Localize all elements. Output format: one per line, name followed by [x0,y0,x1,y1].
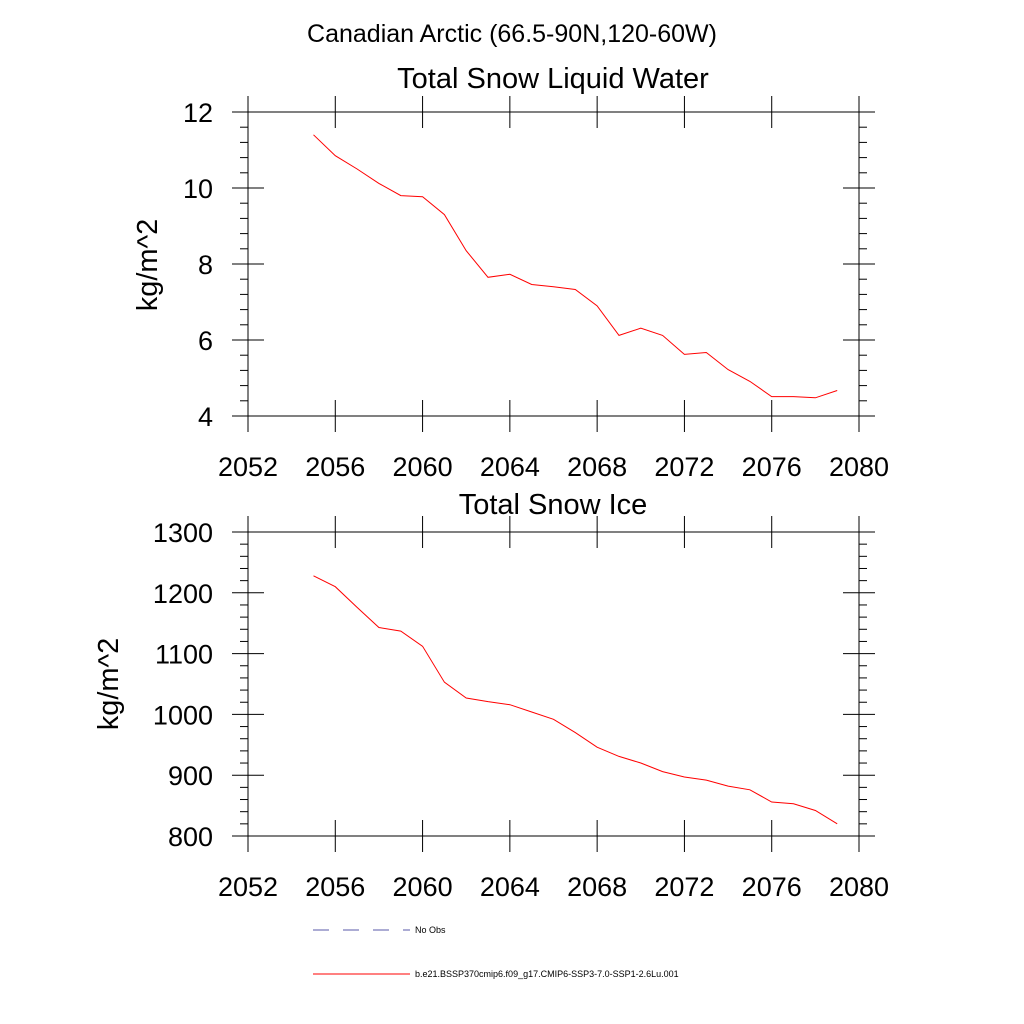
figure-title: Canadian Arctic (66.5-90N,120-60W) [307,20,717,48]
x-tick-label: 2064 [480,872,540,902]
y-tick-label: 8 [198,250,213,280]
x-tick-label: 2056 [305,452,365,482]
y-tick-label: 1200 [153,579,213,609]
x-tick-label: 2064 [480,452,540,482]
legend-item-model-run: b.e21.BSSP370cmip6.f09_g17.CMIP6-SSP3-7.… [313,969,679,979]
x-tick-label: 2056 [305,872,365,902]
chart-panel-snow-liquid-water: Total Snow Liquid Water kg/m^2 2052 2056 2… [132,63,889,482]
x-tick-label: 2068 [567,452,627,482]
series-line [313,575,838,825]
series-group [313,134,838,399]
plot-frame [247,111,860,417]
y-tick-label: 10 [183,174,213,204]
tick-labels: 2052 2056 2060 2064 2068 2072 2076 2080 4 6 8 10 12 [183,98,889,482]
chart-title: Total Snow Ice [459,489,648,521]
y-tick-label: 1000 [153,700,213,730]
y-tick-label: 4 [198,402,213,432]
y-tick-label: 1300 [153,518,213,548]
y-tick-label: 12 [183,98,213,128]
x-tick-label: 2076 [742,452,802,482]
y-tick-label: 900 [168,761,213,791]
x-tick-label: 2068 [567,872,627,902]
chart-panel-snow-ice: Total Snow Ice kg/m^2 2052 2056 2060 2064 20… [93,489,889,902]
y-tick-label: 6 [198,326,213,356]
x-tick-label: 2072 [654,452,714,482]
x-tick-label: 2060 [393,452,453,482]
x-tick-label: 2080 [829,872,889,902]
x-tick-label: 2072 [654,872,714,902]
series-group [313,575,838,825]
y-tick-label: 1100 [155,640,213,670]
axis-ticks [232,516,875,852]
legend: No Obs b.e21.BSSP370cmip6.f09_g17.CMIP6-… [313,925,679,979]
legend-label: No Obs [415,925,446,935]
y-axis-label: kg/m^2 [93,638,125,731]
x-tick-label: 2080 [829,452,889,482]
y-tick-label: 800 [168,822,213,852]
tick-labels: 2052 2056 2060 2064 2068 2072 2076 2080 800 900 10… [153,518,889,902]
x-tick-label: 2076 [742,872,802,902]
legend-item-no-obs: No Obs [313,925,446,935]
x-tick-label: 2052 [218,452,278,482]
chart-title: Total Snow Liquid Water [397,63,709,95]
series-line [313,134,838,399]
plot-frame [247,531,860,837]
legend-label: b.e21.BSSP370cmip6.f09_g17.CMIP6-SSP3-7.… [415,969,679,979]
axis-ticks [232,96,875,432]
x-tick-label: 2052 [218,872,278,902]
x-tick-label: 2060 [393,872,453,902]
y-axis-label: kg/m^2 [132,219,164,312]
